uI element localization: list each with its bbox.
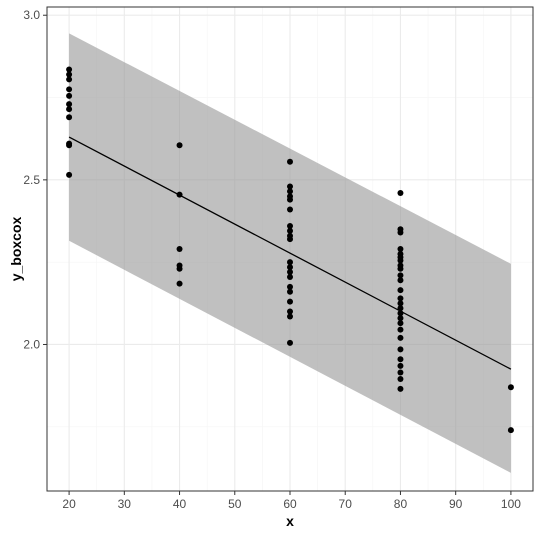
data-point	[287, 288, 293, 295]
data-point	[397, 287, 404, 294]
data-point	[397, 265, 404, 272]
data-point	[287, 222, 293, 229]
data-point	[397, 362, 404, 369]
x-tick-label: 70	[339, 497, 353, 511]
data-point	[287, 308, 293, 315]
data-point	[397, 315, 404, 322]
data-point	[176, 142, 183, 149]
data-point	[66, 66, 73, 73]
data-point	[66, 171, 73, 178]
data-point	[397, 272, 404, 279]
data-point	[287, 227, 293, 234]
x-axis-title: x	[286, 513, 294, 529]
data-point	[287, 273, 293, 280]
data-point	[397, 300, 404, 307]
data-point	[66, 71, 73, 78]
data-point	[397, 277, 404, 284]
x-tick-label: 40	[173, 497, 187, 511]
y-tick-label: 2.0	[23, 337, 40, 351]
data-point	[397, 320, 404, 327]
y-tick-label: 3.0	[23, 8, 40, 22]
data-point	[287, 313, 293, 320]
data-point	[287, 196, 293, 203]
y-tick-label: 2.5	[23, 173, 40, 187]
data-point	[287, 269, 293, 276]
data-points	[66, 66, 514, 434]
regression-line	[68, 136, 512, 370]
x-tick-label: 60	[283, 497, 297, 511]
data-point	[287, 259, 293, 266]
x-axis-ticks: 20 30 40 50 60 70 80 90 100	[62, 491, 521, 511]
data-point	[397, 369, 404, 376]
data-point	[176, 280, 183, 287]
data-point	[287, 264, 293, 271]
x-tick-label: 90	[449, 497, 463, 511]
data-point	[66, 142, 73, 149]
data-point	[66, 114, 73, 121]
data-point	[176, 246, 183, 252]
y-axis-title: y_boxcox	[8, 216, 24, 281]
data-point	[287, 158, 293, 165]
data-point	[397, 295, 404, 302]
data-point	[397, 326, 404, 333]
data-point	[397, 385, 404, 392]
data-point	[287, 236, 293, 243]
data-point	[176, 265, 183, 272]
data-point	[397, 346, 404, 353]
x-tick-label: 100	[501, 497, 521, 511]
data-point	[397, 246, 404, 252]
data-point	[66, 76, 73, 83]
data-point	[66, 92, 73, 99]
data-point	[397, 310, 404, 317]
data-point	[287, 298, 293, 305]
x-tick-label: 30	[118, 497, 132, 511]
data-point	[397, 334, 404, 341]
data-point	[66, 106, 73, 113]
data-point	[507, 384, 514, 391]
data-point	[287, 283, 293, 290]
data-point	[287, 188, 293, 195]
data-point	[66, 101, 73, 108]
x-tick-label: 20	[62, 497, 76, 511]
data-point	[397, 257, 404, 264]
data-point	[66, 86, 73, 93]
data-point	[397, 229, 404, 236]
data-point	[397, 376, 404, 383]
data-point	[507, 427, 514, 434]
data-point	[397, 190, 404, 197]
x-tick-label: 50	[228, 497, 242, 511]
data-point	[397, 356, 404, 363]
data-point	[287, 339, 293, 346]
data-point	[397, 305, 404, 312]
y-axis-ticks: 2.0 2.5 3.0	[23, 8, 47, 351]
data-point	[287, 206, 293, 213]
data-point	[176, 191, 183, 198]
x-tick-label: 80	[394, 497, 408, 511]
data-point	[287, 183, 293, 190]
